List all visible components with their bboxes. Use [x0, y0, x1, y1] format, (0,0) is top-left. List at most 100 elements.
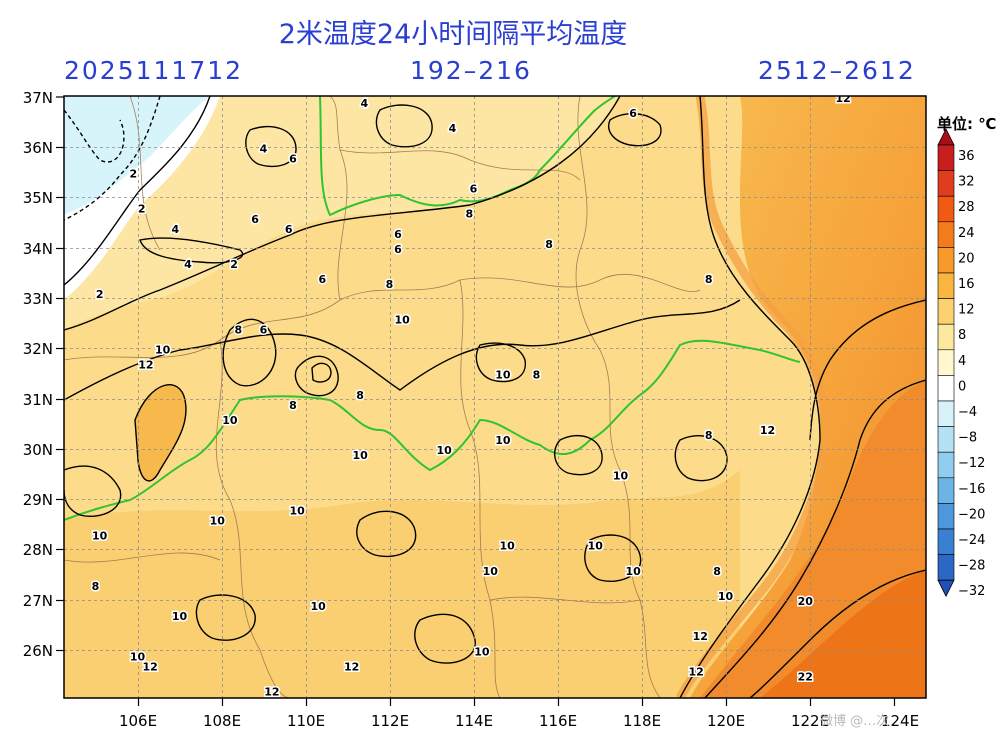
contour-label: 8 — [713, 565, 721, 578]
colorbar-min-arrow — [937, 579, 955, 598]
lat-label-32N: 32N — [23, 340, 53, 358]
colorbar-segment — [937, 554, 955, 581]
forecast-hours-label: 192–216 — [410, 56, 532, 85]
subzero-fill — [64, 96, 210, 215]
colorbar-segment — [937, 298, 955, 325]
contour-label: 12 — [344, 660, 359, 673]
contour-label: 4 — [360, 97, 368, 110]
contour-label: 8 — [545, 238, 553, 251]
lat-label-35N: 35N — [23, 189, 53, 207]
warm-pocket-fill — [135, 384, 186, 481]
province-borders — [64, 96, 701, 698]
colorbar: 36 32 28 24 20 16 12 8 4 0 −4 −8 −12 −16 −20 −24 −28 −32 — [937, 128, 985, 599]
colorbar-level-label: 8 — [958, 328, 966, 343]
contour-label: 10 — [483, 565, 499, 578]
colorbar-level-label: 4 — [958, 354, 966, 369]
lat-label-26N: 26N — [23, 642, 53, 660]
contour-label: 6 — [251, 213, 259, 226]
lat-label-34N: 34N — [23, 240, 53, 258]
contour-label: 12 — [835, 92, 850, 105]
lon-label-122E: 122E — [791, 712, 829, 730]
colorbar-level-label: 16 — [958, 277, 975, 292]
contour-label: 10 — [222, 414, 238, 427]
colorbar-level-label: 20 — [958, 251, 975, 266]
contour-label: 10 — [613, 469, 629, 482]
colorbar-level-label: 32 — [958, 175, 975, 190]
lon-label-116E: 116E — [539, 712, 577, 730]
colorbar-level-label: 24 — [958, 226, 975, 241]
contour-label: 10 — [436, 444, 452, 457]
lon-label-110E: 110E — [287, 712, 325, 730]
colorbar-level-label: −12 — [958, 456, 985, 471]
colorbar-segment — [937, 426, 955, 453]
contour-label: 6 — [285, 223, 293, 236]
contour-label: 6 — [289, 152, 297, 165]
contour-label: 10 — [495, 369, 511, 382]
contour-label: 6 — [260, 323, 268, 336]
contour-label: 6 — [394, 228, 402, 241]
map-frame — [63, 95, 927, 699]
lon-label-124E: 124E — [881, 712, 919, 730]
graticule — [64, 96, 926, 698]
colorbar-segment — [937, 400, 955, 427]
colorbar-level-label: −8 — [958, 431, 977, 446]
contour-label: 10 — [352, 449, 368, 462]
colorbar-segment — [937, 503, 955, 530]
lat-label-29N: 29N — [23, 491, 53, 509]
hot-sea-fill — [760, 570, 926, 698]
colorbar-segment — [937, 528, 955, 555]
contour-label: 4 — [260, 142, 268, 155]
colorbar-level-label: −24 — [958, 533, 985, 548]
map-title: 2米温度24小时间隔平均温度 — [278, 19, 628, 50]
lon-label-112E: 112E — [371, 712, 409, 730]
contour-label: 6 — [394, 243, 402, 256]
contour-label: 10 — [625, 565, 641, 578]
contour-label: 10 — [718, 590, 734, 603]
contour-label: 8 — [234, 323, 242, 336]
contour-label: 4 — [449, 122, 457, 135]
colorbar-level-label: −20 — [958, 507, 985, 522]
contour-label: 2 — [96, 288, 104, 301]
contour-label: 2 — [230, 258, 238, 271]
isotherms — [64, 96, 926, 698]
contour-label: 10 — [130, 650, 146, 663]
lat-axis — [56, 96, 64, 652]
lat-label-36N: 36N — [23, 139, 53, 157]
colorbar-level-label: 28 — [958, 200, 975, 215]
colorbar-level-label: 0 — [958, 379, 966, 394]
colorbar-segment — [937, 323, 955, 351]
contour-label: 10 — [495, 434, 511, 447]
lon-label-106E: 106E — [119, 712, 157, 730]
colorbar-level-label: −32 — [958, 584, 985, 599]
contour-label: 12 — [693, 630, 708, 643]
contour-label: 12 — [688, 665, 703, 678]
contour-label: 8 — [289, 399, 297, 412]
contour-label: 8 — [356, 389, 364, 402]
init-time-label: 2025111712 — [64, 56, 244, 85]
contour-label: 10 — [92, 530, 108, 543]
contour-label: 10 — [474, 645, 490, 658]
colorbar-segment — [937, 272, 955, 299]
warm-south-fill — [64, 470, 740, 698]
colorbar-segment — [937, 375, 955, 402]
lat-label-33N: 33N — [23, 290, 53, 308]
contour-label: 10 — [588, 540, 604, 553]
contour-label: 8 — [533, 369, 541, 382]
contour-label: 8 — [705, 429, 713, 442]
colorbar-segment — [937, 477, 955, 504]
contour-label: 8 — [705, 273, 713, 286]
contour-label: 10 — [499, 540, 515, 553]
lat-label-27N: 27N — [23, 592, 53, 610]
colorbar-level-label: 12 — [958, 303, 975, 318]
colorbar-level-label: −28 — [958, 559, 985, 574]
contour-label: 8 — [465, 208, 473, 221]
lat-label-37N: 37N — [23, 89, 53, 107]
lat-label-31N: 31N — [23, 391, 53, 409]
lon-label-108E: 108E — [203, 712, 241, 730]
contour-label: 12 — [138, 359, 153, 372]
colorbar-level-label: −16 — [958, 482, 985, 497]
contour-label: 8 — [92, 580, 100, 593]
contour-label: 12 — [264, 686, 279, 699]
